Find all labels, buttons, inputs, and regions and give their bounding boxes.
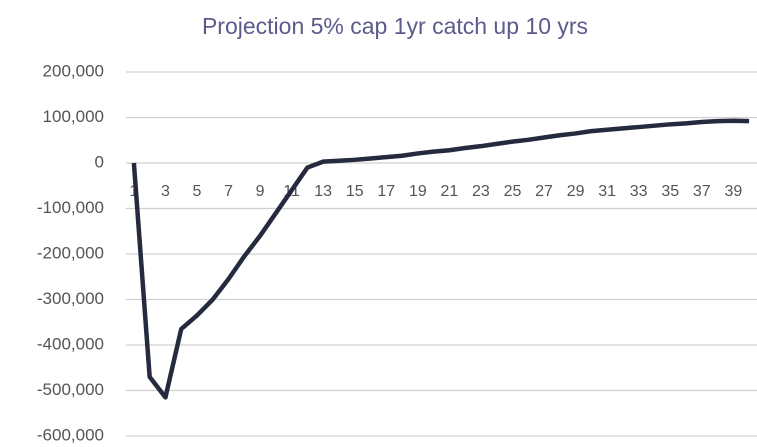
y-tick-label: 100,000 bbox=[43, 107, 104, 126]
y-tick-label: -200,000 bbox=[37, 243, 104, 262]
y-tick-label: -600,000 bbox=[37, 425, 104, 444]
x-tick-label: 15 bbox=[346, 183, 364, 200]
x-tick-label: 29 bbox=[567, 183, 585, 200]
x-tick-label: 13 bbox=[314, 183, 332, 200]
x-tick-label: 39 bbox=[724, 183, 742, 200]
x-tick-label: 23 bbox=[472, 183, 490, 200]
y-tick-label: -300,000 bbox=[37, 289, 104, 308]
x-tick-label: 3 bbox=[161, 183, 170, 200]
y-tick-label: -400,000 bbox=[37, 334, 104, 353]
x-tick-label: 31 bbox=[598, 183, 616, 200]
y-tick-label: -100,000 bbox=[37, 198, 104, 217]
x-tick-label: 17 bbox=[377, 183, 395, 200]
x-tick-label: 35 bbox=[661, 183, 679, 200]
y-tick-label: -500,000 bbox=[37, 380, 104, 399]
x-tick-label: 25 bbox=[504, 183, 522, 200]
x-tick-label: 33 bbox=[630, 183, 648, 200]
y-tick-label: 0 bbox=[95, 152, 104, 171]
chart-title: Projection 5% cap 1yr catch up 10 yrs bbox=[202, 13, 588, 39]
y-tick-label: 200,000 bbox=[43, 61, 104, 80]
x-tick-label: 9 bbox=[256, 183, 265, 200]
x-tick-label: 19 bbox=[409, 183, 427, 200]
x-tick-label: 21 bbox=[440, 183, 458, 200]
data-line bbox=[131, 118, 750, 400]
x-tick-label: 7 bbox=[224, 183, 233, 200]
x-tick-label: 5 bbox=[193, 183, 202, 200]
x-tick-label: 37 bbox=[693, 183, 711, 200]
x-tick-label: 27 bbox=[535, 183, 553, 200]
